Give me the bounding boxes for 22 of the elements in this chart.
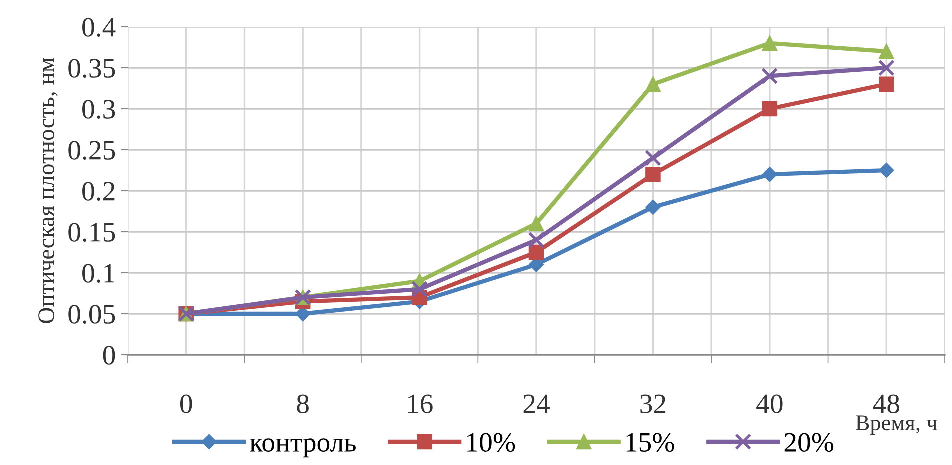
y-tick-label: 0.35 bbox=[68, 59, 116, 78]
y-tick-label: 0.25 bbox=[68, 141, 116, 160]
x-tick-label: 16 bbox=[408, 394, 433, 414]
x-tick-label: 40 bbox=[756, 394, 783, 414]
legend-label: 20% bbox=[784, 433, 834, 452]
legend-label: 15% bbox=[626, 433, 674, 452]
y-tick-label: 0.05 bbox=[68, 305, 116, 324]
y-tick-label: 0.2 bbox=[82, 182, 115, 202]
legend-label: 10% bbox=[468, 433, 516, 452]
y-tick-label: 0 bbox=[103, 346, 116, 365]
x-tick-label: 32 bbox=[640, 394, 666, 414]
x-tick-label: 24 bbox=[524, 394, 550, 414]
x-tick-label: 48 bbox=[873, 394, 900, 414]
legend-label: контроль bbox=[250, 438, 356, 458]
x-axis-title: Время, ч bbox=[856, 416, 938, 436]
y-axis-title: Оптическая плотность, нм bbox=[38, 58, 58, 324]
y-tick-label: 0.15 bbox=[68, 223, 116, 242]
x-tick-label: 0 bbox=[180, 394, 192, 414]
y-tick-label: 0.4 bbox=[82, 18, 116, 38]
y-tick-label: 0.3 bbox=[82, 100, 116, 120]
x-tick-label: 8 bbox=[297, 394, 309, 414]
y-tick-label: 0.1 bbox=[82, 264, 115, 284]
